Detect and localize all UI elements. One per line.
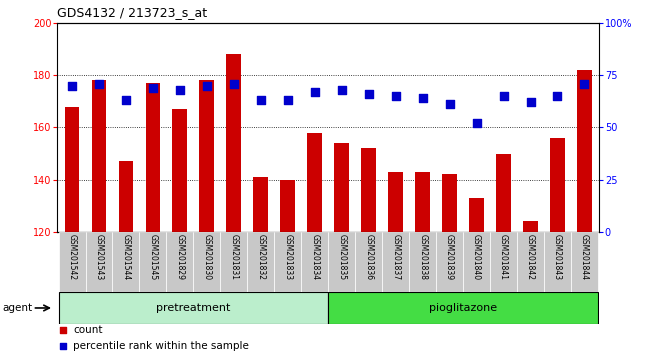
Point [255, 97, 266, 103]
FancyBboxPatch shape [571, 232, 598, 292]
Bar [92, 80, 107, 232]
Point [229, 81, 239, 86]
Text: GSM201842: GSM201842 [526, 234, 535, 280]
Text: GDS4132 / 213723_s_at: GDS4132 / 213723_s_at [57, 6, 207, 19]
Text: GSM201829: GSM201829 [176, 234, 185, 280]
Text: GSM201832: GSM201832 [256, 234, 265, 280]
Bar [118, 161, 133, 232]
FancyBboxPatch shape [86, 232, 112, 292]
Text: GSM201542: GSM201542 [68, 234, 77, 280]
FancyBboxPatch shape [517, 232, 544, 292]
FancyBboxPatch shape [140, 232, 166, 292]
Bar [523, 222, 538, 232]
Point [57, 343, 68, 349]
Bar [200, 80, 214, 232]
Point [175, 87, 185, 93]
Text: GSM201833: GSM201833 [283, 234, 292, 280]
Text: pioglitazone: pioglitazone [429, 303, 497, 313]
Point [417, 95, 428, 101]
Text: pretreatment: pretreatment [156, 303, 231, 313]
Bar [577, 70, 592, 232]
FancyBboxPatch shape [490, 232, 517, 292]
Bar [307, 133, 322, 232]
Text: agent: agent [2, 303, 32, 313]
Bar [442, 175, 457, 232]
Point [283, 97, 293, 103]
FancyBboxPatch shape [220, 232, 248, 292]
Bar [64, 107, 79, 232]
FancyBboxPatch shape [166, 232, 194, 292]
Point [363, 91, 374, 97]
Text: GSM201543: GSM201543 [94, 234, 103, 280]
Text: GSM201836: GSM201836 [364, 234, 373, 280]
FancyBboxPatch shape [409, 232, 436, 292]
FancyBboxPatch shape [112, 232, 140, 292]
Point [552, 93, 563, 99]
Point [391, 93, 401, 99]
Bar [172, 109, 187, 232]
Text: GSM201831: GSM201831 [229, 234, 239, 280]
Bar [550, 138, 565, 232]
FancyBboxPatch shape [355, 232, 382, 292]
FancyBboxPatch shape [274, 232, 302, 292]
FancyBboxPatch shape [328, 232, 355, 292]
Text: GSM201544: GSM201544 [122, 234, 131, 280]
FancyBboxPatch shape [194, 232, 220, 292]
Text: GSM201839: GSM201839 [445, 234, 454, 280]
Bar [469, 198, 484, 232]
Point [148, 85, 158, 91]
Point [121, 97, 131, 103]
Text: GSM201843: GSM201843 [553, 234, 562, 280]
Point [309, 89, 320, 95]
FancyBboxPatch shape [463, 232, 490, 292]
Text: GSM201545: GSM201545 [148, 234, 157, 280]
Text: GSM201835: GSM201835 [337, 234, 346, 280]
Text: GSM201840: GSM201840 [472, 234, 481, 280]
Text: GSM201830: GSM201830 [202, 234, 211, 280]
FancyBboxPatch shape [436, 232, 463, 292]
Point [525, 99, 536, 105]
Point [202, 83, 212, 88]
FancyBboxPatch shape [58, 292, 328, 324]
Point [337, 87, 347, 93]
Text: GSM201834: GSM201834 [310, 234, 319, 280]
FancyBboxPatch shape [382, 232, 409, 292]
Text: GSM201841: GSM201841 [499, 234, 508, 280]
Bar [280, 180, 295, 232]
Bar [334, 143, 349, 232]
Text: percentile rank within the sample: percentile rank within the sample [73, 341, 249, 351]
Bar [496, 154, 511, 232]
Text: count: count [73, 325, 103, 335]
Point [445, 102, 455, 107]
Point [471, 120, 482, 126]
FancyBboxPatch shape [328, 292, 598, 324]
Bar [226, 54, 241, 232]
FancyBboxPatch shape [302, 232, 328, 292]
Bar [388, 172, 403, 232]
Point [579, 81, 590, 86]
Point [94, 81, 104, 86]
FancyBboxPatch shape [58, 232, 86, 292]
Text: GSM201844: GSM201844 [580, 234, 589, 280]
Text: GSM201838: GSM201838 [418, 234, 427, 280]
FancyBboxPatch shape [248, 232, 274, 292]
FancyBboxPatch shape [544, 232, 571, 292]
Bar [361, 148, 376, 232]
Bar [415, 172, 430, 232]
Text: GSM201837: GSM201837 [391, 234, 400, 280]
Bar [146, 83, 161, 232]
Point [67, 83, 77, 88]
Point [57, 327, 68, 333]
Bar [254, 177, 268, 232]
Point [499, 93, 509, 99]
